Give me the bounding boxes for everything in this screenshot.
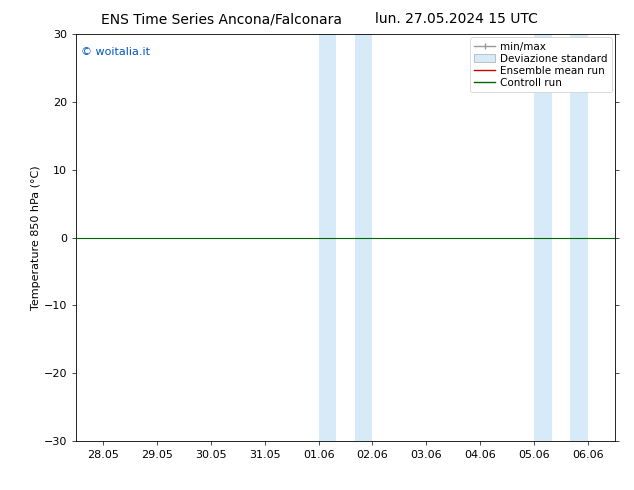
Text: lun. 27.05.2024 15 UTC: lun. 27.05.2024 15 UTC [375, 12, 538, 26]
Bar [319, 34, 337, 441]
Text: ENS Time Series Ancona/Falconara: ENS Time Series Ancona/Falconara [101, 12, 342, 26]
Y-axis label: Temperature 850 hPa (°C): Temperature 850 hPa (°C) [31, 165, 41, 310]
Bar [570, 34, 588, 441]
Bar [534, 34, 552, 441]
Legend: min/max, Deviazione standard, Ensemble mean run, Controll run: min/max, Deviazione standard, Ensemble m… [470, 37, 612, 92]
Text: © woitalia.it: © woitalia.it [81, 47, 150, 56]
Bar [354, 34, 373, 441]
